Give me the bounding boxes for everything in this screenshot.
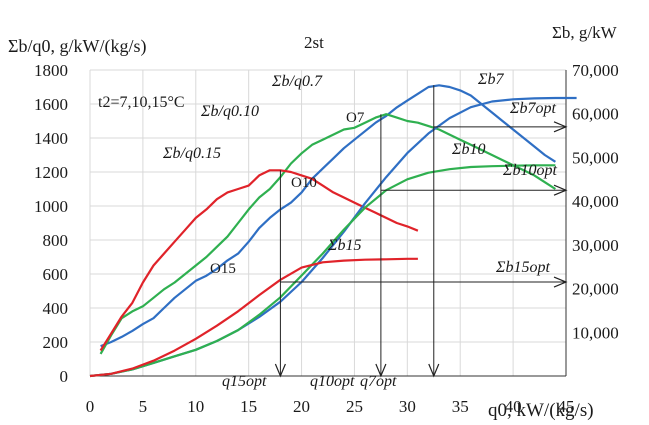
x-tick-label: 0	[86, 397, 95, 416]
label-b10opt: Σb10opt	[502, 162, 558, 179]
label-o10: O10	[291, 175, 317, 191]
x-tick-label: 20	[293, 397, 310, 416]
y-right-tick-label: 60,000	[572, 105, 619, 124]
y-right-tick-label: 20,000	[572, 280, 619, 299]
label-s10: Σb/q0.10	[200, 103, 259, 120]
y-left-tick-label: 400	[43, 299, 69, 318]
series-group	[89, 84, 577, 378]
y-left-tick-label: 200	[43, 333, 69, 352]
label-s15: Σb/q0.15	[162, 145, 221, 162]
y-right-tick-labels: 10,000 20,000 30,000 40,000 50,000 60,000 70,0…	[572, 61, 619, 342]
x-tick-labels: 0 5 10 15 20 25 30 35 40 45	[86, 397, 575, 416]
opt-horizontal-arrowhead	[553, 276, 568, 288]
label-b7: Σb7	[477, 71, 505, 88]
label-b15opt: Σb15opt	[495, 259, 551, 276]
y-right-tick-label: 10,000	[572, 323, 619, 342]
label-s7: Σb/q0.7	[271, 73, 323, 90]
y-left-tick-labels: 0 200 400 600 800 1000 1200 1400 1600 1800	[34, 61, 68, 386]
y-left-label: Σb/q0, g/kW/(kg/s)	[8, 36, 146, 57]
y-left-tick-label: 800	[43, 231, 69, 250]
label-b15: Σb15	[327, 237, 362, 254]
opt-vertical-arrowhead	[274, 363, 286, 378]
series-line	[89, 164, 556, 378]
x-tick-label: 45	[558, 397, 575, 416]
y-right-label: Σb, g/kW	[552, 23, 618, 42]
optimum-guides	[274, 85, 568, 378]
y-left-tick-label: 1600	[34, 95, 68, 114]
label-q10opt: q10opt	[310, 373, 355, 390]
y-left-tick-label: 0	[60, 367, 69, 386]
chart-title: 2st	[304, 33, 324, 52]
x-tick-label: 30	[399, 397, 416, 416]
y-left-tick-label: 1200	[34, 163, 68, 182]
label-b10: Σb10	[451, 141, 486, 158]
label-b7opt: Σb7opt	[509, 100, 557, 117]
series-line	[100, 84, 556, 348]
opt-horizontal-arrowhead	[553, 184, 568, 196]
x-tick-label: 15	[240, 397, 257, 416]
label-o15: O15	[210, 261, 236, 277]
y-left-tick-label: 600	[43, 265, 69, 284]
x-tick-label: 10	[187, 397, 204, 416]
x-tick-label: 40	[505, 397, 522, 416]
grid-lines	[89, 69, 567, 377]
x-tick-label: 5	[139, 397, 148, 416]
x-tick-label: 35	[452, 397, 469, 416]
series-line	[89, 257, 418, 378]
opt-vertical-arrowhead	[375, 363, 387, 378]
plot-frame	[90, 70, 567, 377]
opt-horizontal-arrowhead	[553, 121, 568, 133]
x-axis-label: q0, kW/(kg/s)	[488, 400, 594, 421]
opt-vertical-arrowhead	[428, 363, 440, 378]
x-tick-label: 25	[346, 397, 363, 416]
y-right-tick-label: 30,000	[572, 236, 619, 255]
temp-annotation: t2=7,10,15°C	[98, 94, 185, 111]
label-q15opt: q15opt	[222, 373, 267, 390]
y-right-tick-label: 70,000	[572, 61, 619, 80]
y-right-tick-label: 40,000	[572, 192, 619, 211]
y-right-tick-label: 50,000	[572, 148, 619, 167]
y-left-tick-label: 1400	[34, 129, 68, 148]
y-left-tick-label: 1000	[34, 197, 68, 216]
y-left-tick-label: 1800	[34, 61, 68, 80]
series-line	[99, 113, 556, 355]
label-o7: O7	[346, 110, 365, 126]
label-q7opt: q7opt	[360, 373, 397, 390]
